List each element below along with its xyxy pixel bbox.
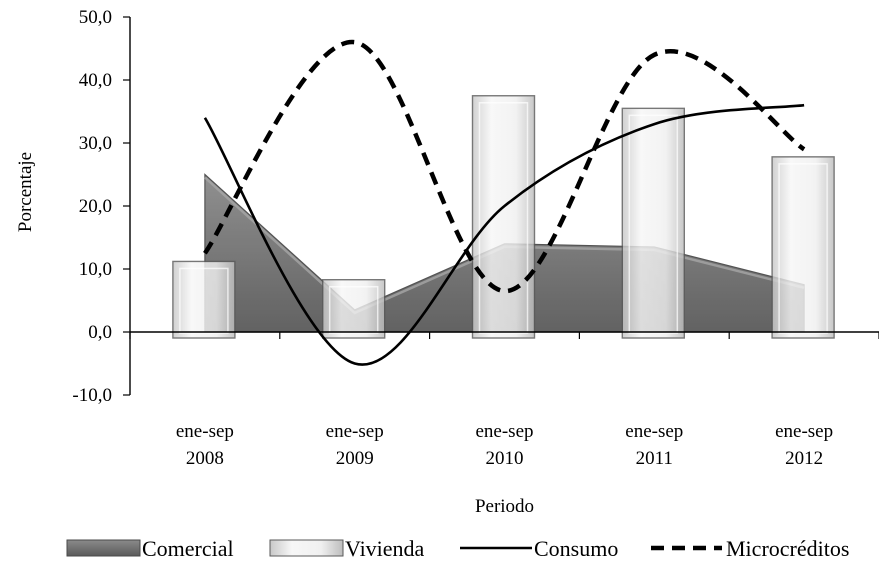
vivienda-bar [322, 279, 386, 339]
y-axis-title: Porcentaje [15, 152, 36, 232]
lines-layer [203, 39, 806, 366]
x-tick-label: 2009 [336, 448, 374, 469]
x-tick-label: 2008 [186, 448, 224, 469]
vivienda-bar-inner [179, 267, 229, 334]
y-tick-label: 30,0 [79, 133, 112, 154]
vivienda-bar [471, 95, 536, 339]
vivienda-bar [621, 107, 685, 339]
vivienda-bar-inner [628, 114, 679, 334]
y-tick-label: 0,0 [88, 322, 112, 343]
legend-label-vivienda: Vivienda [345, 536, 425, 561]
consumo-line [203, 103, 805, 366]
legend-swatch-vivienda [269, 539, 344, 557]
x-tick-label: ene-sep [176, 421, 234, 442]
vivienda-bar-inner [328, 285, 379, 334]
y-tick-label: -10,0 [72, 385, 112, 406]
y-tick-label: 40,0 [79, 70, 112, 91]
legend-label-comercial: Comercial [142, 536, 234, 561]
legend-label-consumo: Consumo [534, 536, 618, 561]
x-tick-label: ene-sep [475, 421, 533, 442]
y-tick-label: 50,0 [79, 7, 112, 28]
vivienda-bar-inner [478, 102, 529, 334]
microcreditos-line [203, 39, 806, 294]
x-axis-title: Periodo [475, 496, 534, 517]
y-tick-label: 20,0 [79, 196, 112, 217]
x-tick-label: 2011 [636, 448, 673, 469]
x-tick-label: 2012 [785, 448, 823, 469]
vivienda-bar [771, 156, 835, 339]
legend-swatch-comercial [66, 539, 141, 557]
legend-label-microcreditos: Microcréditos [726, 536, 849, 561]
x-tick-label: 2010 [486, 448, 524, 469]
x-tick-label: ene-sep [775, 421, 833, 442]
y-tick-label: 10,0 [79, 259, 112, 280]
legend: Comercial Vivienda Consumo Microcréditos [66, 536, 849, 561]
vivienda-bar-inner [778, 163, 828, 334]
vivienda-bars-layer [172, 95, 835, 339]
vivienda-bar [172, 260, 236, 339]
x-tick-label: ene-sep [326, 421, 384, 442]
x-tick-label: ene-sep [625, 421, 683, 442]
axes-layer [123, 16, 879, 396]
labels-layer: -10,0 0,0 10,0 20,0 30,0 40,0 50,0 ene-sep 2008 e… [15, 7, 833, 517]
